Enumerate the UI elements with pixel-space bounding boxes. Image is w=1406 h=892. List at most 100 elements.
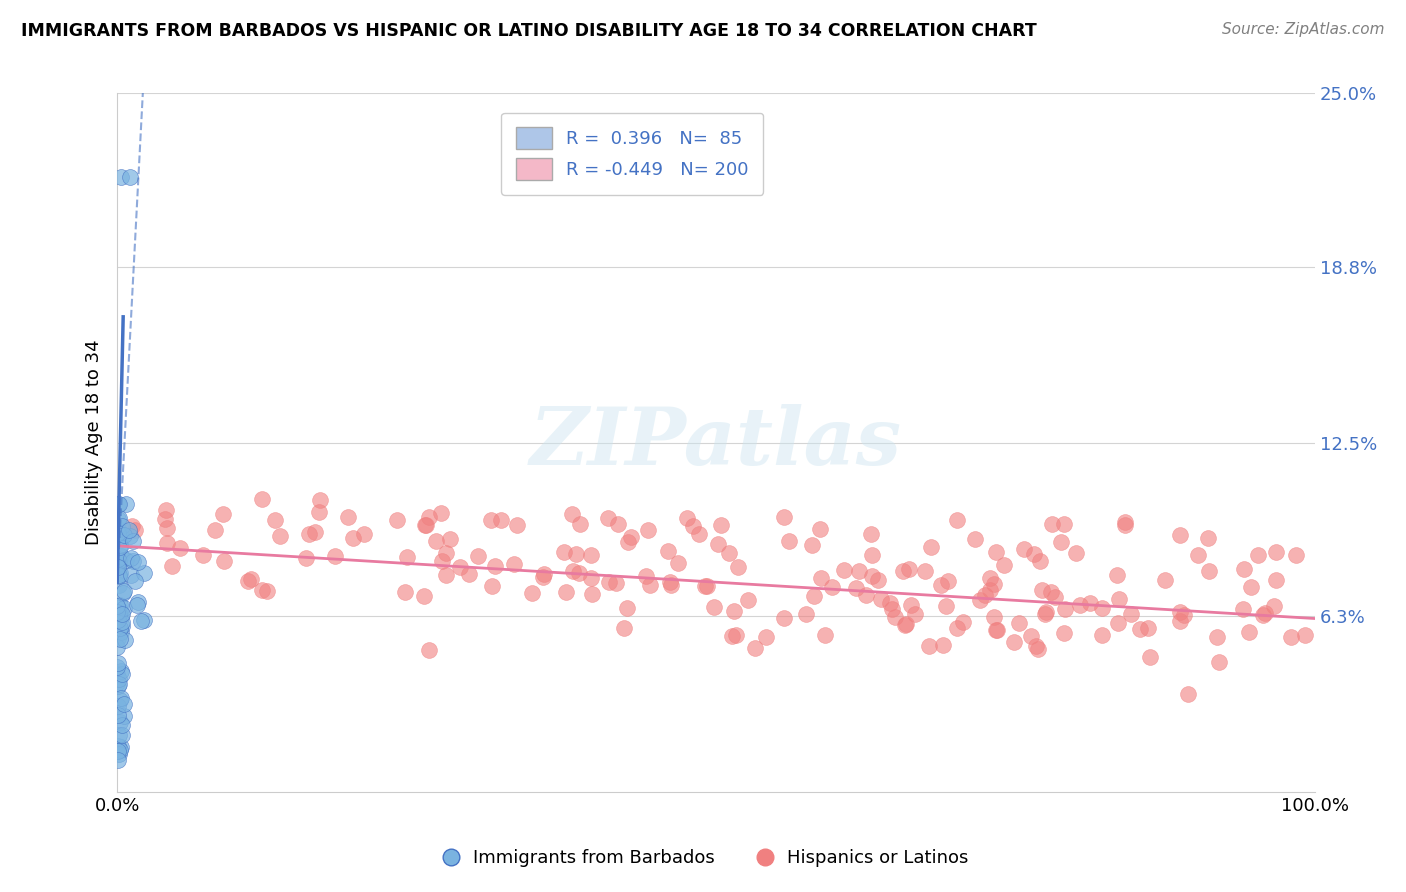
Point (107, 753, 129, 767)
Point (808, 522, 831, 536)
Point (107, 698, 129, 713)
Point (581, 571, 603, 585)
Point (952, 615, 974, 629)
Point (114, 633, 136, 648)
Point (111, 717, 134, 731)
Point (1031, 582, 1053, 597)
Point (1263, 599, 1285, 614)
Point (110, 625, 132, 640)
Point (434, 546, 457, 560)
Point (859, 526, 882, 541)
Point (936, 574, 959, 588)
Point (918, 640, 941, 654)
Point (832, 563, 855, 577)
Point (107, 613, 129, 627)
Point (935, 599, 957, 613)
Point (1198, 564, 1220, 578)
Point (979, 571, 1001, 585)
Point (581, 548, 603, 562)
Point (1026, 641, 1049, 656)
Text: IMMIGRANTS FROM BARBADOS VS HISPANIC OR LATINO DISABILITY AGE 18 TO 34 CORRELATI: IMMIGRANTS FROM BARBADOS VS HISPANIC OR … (21, 22, 1036, 40)
Point (479, 513, 502, 527)
Point (565, 547, 588, 561)
Point (415, 517, 437, 532)
Point (481, 579, 503, 593)
Point (920, 540, 942, 554)
Point (112, 697, 135, 711)
Point (108, 554, 131, 568)
Point (111, 619, 134, 633)
Legend: R =  0.396   N=  85, R = -0.449   N= 200: R = 0.396 N= 85, R = -0.449 N= 200 (501, 113, 763, 194)
Point (489, 513, 512, 527)
Point (1002, 635, 1025, 649)
Point (108, 538, 131, 552)
Point (156, 521, 179, 535)
Point (555, 584, 578, 599)
Point (114, 553, 136, 567)
Point (458, 566, 481, 581)
Point (617, 535, 640, 549)
Point (562, 564, 585, 578)
Point (353, 527, 375, 541)
Point (727, 559, 749, 574)
Point (1040, 584, 1063, 599)
Point (1177, 687, 1199, 701)
Point (1251, 608, 1274, 623)
Point (561, 508, 583, 522)
Point (986, 623, 1008, 637)
Point (107, 747, 129, 761)
Point (703, 600, 725, 615)
Point (413, 518, 436, 533)
Point (879, 596, 901, 610)
Point (803, 589, 825, 603)
Point (413, 589, 436, 603)
Point (295, 551, 318, 566)
Point (502, 558, 524, 572)
Point (107, 522, 129, 536)
Point (1024, 547, 1046, 561)
Point (110, 664, 132, 678)
Point (1053, 601, 1076, 615)
Point (1233, 562, 1256, 576)
Point (1053, 516, 1076, 531)
Point (737, 593, 759, 607)
Point (598, 574, 620, 589)
Point (108, 540, 131, 554)
Point (112, 600, 135, 615)
Point (110, 170, 132, 185)
Point (108, 692, 131, 706)
Point (418, 642, 440, 657)
Point (965, 532, 987, 546)
Point (121, 568, 143, 582)
Point (169, 541, 191, 556)
Point (108, 632, 131, 646)
Point (778, 534, 800, 549)
Point (682, 519, 704, 533)
Point (111, 585, 134, 599)
Point (1137, 621, 1160, 635)
Point (932, 638, 955, 652)
Point (1025, 639, 1047, 653)
Point (945, 513, 967, 527)
Point (323, 549, 346, 564)
Point (108, 621, 131, 635)
Point (342, 531, 364, 545)
Point (1205, 630, 1227, 644)
Point (107, 568, 129, 582)
Legend: Immigrants from Barbados, Hispanics or Latinos: Immigrants from Barbados, Hispanics or L… (430, 842, 976, 874)
Point (111, 519, 134, 533)
Point (1139, 649, 1161, 664)
Point (108, 728, 131, 742)
Point (120, 528, 142, 542)
Point (134, 566, 156, 581)
Point (882, 602, 904, 616)
Point (155, 512, 177, 526)
Point (709, 517, 731, 532)
Point (111, 615, 134, 630)
Point (1091, 601, 1114, 615)
Point (1281, 630, 1303, 644)
Point (569, 517, 592, 532)
Point (107, 707, 129, 722)
Point (666, 557, 689, 571)
Point (773, 510, 796, 524)
